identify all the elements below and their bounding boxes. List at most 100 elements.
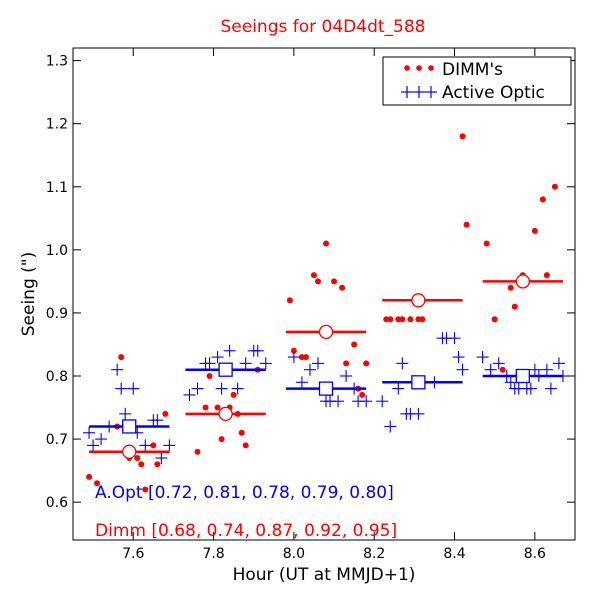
aopt-point [452,351,465,364]
dimm-point [134,455,141,461]
dimm-point [310,272,317,279]
dimm-mean-marker [318,324,334,339]
legend-aopt-marker [401,86,437,98]
aopt-point [340,370,353,382]
aopt-point [360,395,373,408]
data-marks [83,133,569,493]
dimm-means-annotation: Dimm [0.68, 0.74, 0.87, 0.92, 0.95] [95,521,397,541]
aopt-point [448,332,461,345]
aopt-point [223,344,236,357]
legend-box [382,56,572,106]
aopt-point [95,433,108,446]
aopt-point [87,439,100,452]
dimm-point [343,360,350,367]
aopt-point [528,363,541,376]
aopt-mean-marker [411,375,426,390]
dimm-point [507,284,514,291]
aopt-point [215,382,228,395]
aopt-point [476,351,489,364]
aopt-point [119,407,132,420]
y-tick-label: 0.9 [46,306,68,322]
aopt-mean-marker [318,381,334,396]
aopt-mean-marker [515,368,530,384]
y-tick-label: 0.6 [46,495,68,511]
dimm-point [511,303,518,310]
y-tick-label: 1.2 [46,117,68,133]
x-axis-label: Hour (UT at MMJD+1) [233,565,416,585]
dimm-point [118,354,125,361]
legend-dimm-label: DIMM's [442,60,503,80]
aopt-point [295,376,308,389]
legend-dimm-marker [404,65,434,71]
dimm-mean-marker [218,406,233,421]
dimm-point [238,429,245,436]
x-tick-label: 8.4 [443,546,465,562]
x-tick-label: 7.8 [202,546,224,562]
aopt-point [111,363,124,376]
dimm-point [551,183,558,190]
aopt-point [151,414,164,427]
aopt-point [484,363,497,376]
x-tick-label: 8.2 [363,546,385,562]
aopt-point [311,357,324,370]
aopt-point [191,382,204,395]
y-axis-label: Seeing (") [19,252,39,337]
y-tick-label: 0.7 [46,432,68,448]
dimm-point [302,354,309,361]
aopt-mean-marker [122,419,137,434]
aopt-point [251,344,264,357]
dimm-point [94,480,101,487]
y-tick-label: 1.1 [46,180,68,196]
dimm-point [218,436,225,443]
dimm-point [230,391,237,398]
legend-aopt-label: Active Optic [442,83,545,103]
dimm-point [242,442,249,449]
aopt-point [83,426,96,439]
dimm-point [154,461,161,468]
plot-area [83,133,569,493]
dimm-point [142,486,149,493]
dimm-point [206,373,213,379]
legend: DIMM's Active Optic [382,56,572,106]
dimm-point [194,448,201,455]
aopt-point [287,351,300,364]
aopt-point [544,382,557,395]
dimm-point [483,240,490,247]
dimm-point [531,227,538,234]
aopt-point [524,382,537,395]
dimm-point [214,404,221,411]
dimm-point [459,133,466,140]
dimm-mean-marker [515,274,530,289]
aopt-point [115,382,128,395]
x-tick-label: 7.6 [122,546,144,562]
aopt-point [540,363,553,376]
aopt-point [239,357,252,370]
x-tick-label: 8.0 [283,546,305,562]
dimm-point [202,404,209,411]
dimm-point [419,316,426,323]
dimm-point [543,272,550,279]
aopt-point [155,452,168,464]
aopt-point [504,376,517,389]
dimm-point [407,316,414,323]
chart-title: Seeings for 04D4dt_588 [221,17,426,37]
aopt-point [231,382,244,395]
aopt-point [259,357,272,370]
dimm-point [314,278,321,285]
aopt-point [384,420,397,433]
aopt-point [392,382,405,395]
dimm-point [150,442,157,449]
aopt-means-annotation: A.Opt [0.72, 0.81, 0.78, 0.79, 0.80] [95,483,394,503]
aopt-point [456,363,469,376]
dimm-point [331,278,338,285]
dimm-point [363,360,370,367]
aopt-point [163,439,176,452]
dimm-point [351,341,358,348]
y-axis-ticks: 0.6 0.7 0.8 0.9 1.0 1.1 1.2 1.3 [46,54,575,511]
dimm-point [539,196,546,203]
aopt-point [127,382,140,395]
dimm-point [138,461,145,468]
aopt-point [552,357,565,370]
dimm-point [463,221,470,228]
